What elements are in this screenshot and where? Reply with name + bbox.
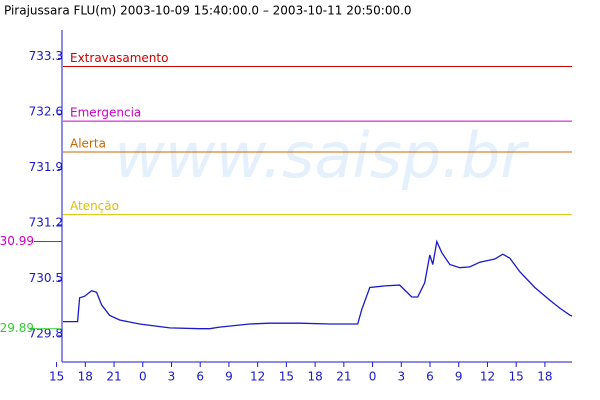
x-tick-label: 6 [426, 370, 434, 384]
x-tick-label: 3 [168, 370, 176, 384]
threshold-label: Atenção [70, 199, 119, 213]
x-tick-label: 15 [279, 370, 294, 384]
y-tick-label: 732.6 [29, 104, 63, 118]
threshold-label: Alerta [70, 137, 106, 151]
y-tick-label: 731.9 [29, 160, 63, 174]
x-tick-label: 15 [509, 370, 524, 384]
y-tick-label: 733.3 [29, 49, 63, 63]
x-tick-label: 15 [49, 370, 64, 384]
threshold-label: Emergencia [70, 106, 141, 120]
x-tick-label: 18 [78, 370, 93, 384]
x-tick-label: 21 [106, 370, 121, 384]
series-line [63, 239, 573, 330]
x-tick-label: 3 [397, 370, 405, 384]
x-tick-label: 0 [139, 370, 147, 384]
x-tick-label: 9 [455, 370, 463, 384]
x-tick-label: 18 [537, 370, 552, 384]
y-tick-label: 729.8 [29, 326, 63, 340]
extreme-label: 729.89 [0, 321, 34, 335]
x-tick-label: 9 [225, 370, 233, 384]
extreme-label: 730.99 [0, 234, 34, 248]
x-tick-label: 21 [336, 370, 351, 384]
chart-title: Pirajussara FLU(m) 2003-10-09 15:40:00.0… [4, 4, 412, 18]
x-tick-label: 12 [480, 370, 495, 384]
threshold-label: Extravasamento [70, 51, 168, 65]
x-tick-label: 18 [307, 370, 322, 384]
x-tick-label: 0 [369, 370, 377, 384]
x-tick-label: 12 [250, 370, 265, 384]
watermark: www.saisp.br [114, 119, 529, 192]
x-tick-label: 6 [196, 370, 204, 384]
y-tick-label: 731.2 [29, 215, 63, 229]
y-tick-label: 730.5 [29, 271, 63, 285]
